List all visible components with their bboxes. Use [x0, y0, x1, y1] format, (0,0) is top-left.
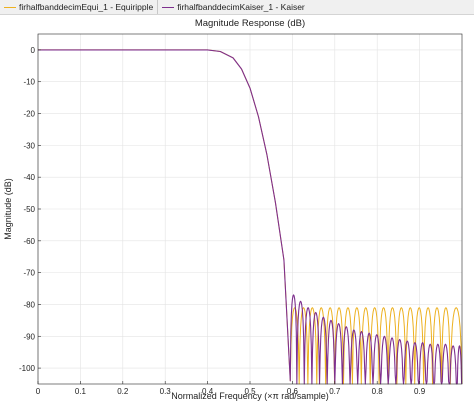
- x-tick-label: 0.6: [287, 387, 299, 396]
- series-kaiser-line: [38, 49, 463, 385]
- series-layer: [38, 49, 463, 385]
- chart-title: Magnitude Response (dB): [195, 18, 305, 29]
- x-tick-label: 0.8: [372, 387, 384, 396]
- y-tick-label: -80: [23, 300, 35, 309]
- y-tick-label: -90: [23, 332, 35, 341]
- x-axis-label: Normalized Frequency (×π rad/sample): [171, 391, 329, 401]
- y-tick-label: -40: [23, 173, 35, 182]
- legend-bar: firhalfbanddecimEqui_1 - Equiripple firh…: [0, 0, 474, 15]
- y-tick-label: -100: [19, 364, 36, 373]
- y-tick-label: 0: [31, 46, 36, 55]
- legend-item-kaiser[interactable]: firhalfbanddecimKaiser_1 - Kaiser: [158, 0, 309, 14]
- y-tick-label: -20: [23, 110, 35, 119]
- x-tick-label: 0.5: [244, 387, 256, 396]
- y-axis-label: Magnitude (dB): [3, 178, 13, 240]
- y-tick-label: -60: [23, 237, 35, 246]
- y-tick-label: -30: [23, 141, 35, 150]
- legend-label-kaiser: firhalfbanddecimKaiser_1 - Kaiser: [177, 2, 305, 12]
- x-tick-label: 0.7: [329, 387, 341, 396]
- legend-swatch-kaiser: [162, 6, 175, 8]
- y-tick-label: -50: [23, 205, 35, 214]
- x-tick-label: 0.3: [160, 387, 172, 396]
- legend-swatch-equiripple: [4, 6, 16, 8]
- magnitude-response-plot[interactable]: Magnitude Response (dB) 0 0.1 0.2 0.3 0.4 0.5…: [0, 15, 474, 403]
- x-axis-ticks: 0 0.1 0.2 0.3 0.4 0.5 0.6 0.7 0.8 0.9: [36, 381, 426, 396]
- y-axis-ticks: 0 -10 -20 -30 -40 -50 -60 -70 -80 -90 -100: [19, 46, 41, 373]
- x-tick-label: 0: [36, 387, 41, 396]
- legend-item-equiripple[interactable]: firhalfbanddecimEqui_1 - Equiripple: [0, 0, 159, 14]
- y-tick-label: -70: [23, 269, 35, 278]
- x-tick-label: 0.4: [202, 387, 214, 396]
- grid-lines: [37, 34, 462, 384]
- x-tick-label: 0.9: [414, 387, 426, 396]
- y-tick-label: -10: [23, 78, 35, 87]
- legend-label-equiripple: firhalfbanddecimEqui_1 - Equiripple: [19, 2, 154, 12]
- x-tick-label: 0.1: [75, 387, 87, 396]
- x-tick-label: 0.2: [117, 387, 129, 396]
